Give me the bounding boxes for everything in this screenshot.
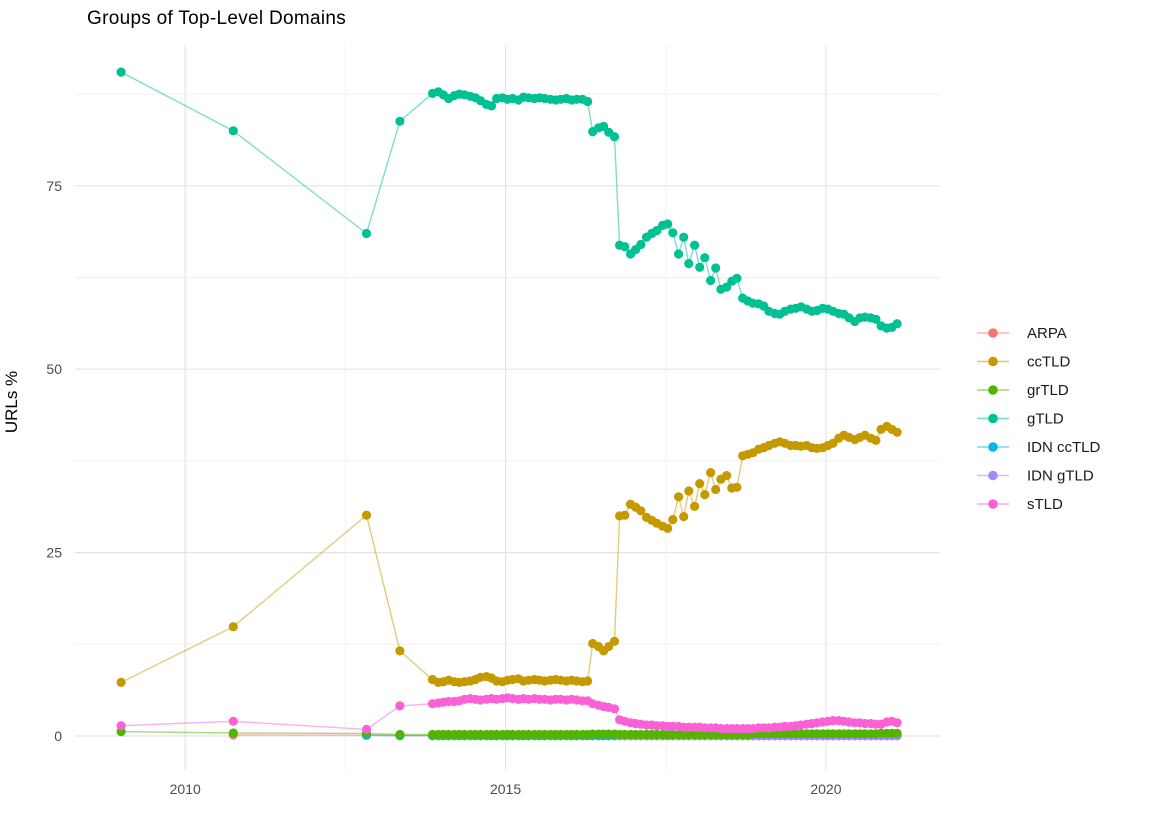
data-point [668,515,678,525]
x-tick-label: 2015 [490,781,521,797]
data-point [116,67,126,77]
gridlines [75,45,940,770]
series-ccTLD [116,421,902,688]
data-point [732,482,742,492]
data-point [690,501,700,511]
data-point [690,240,700,250]
data-point [395,646,405,656]
y-tick-label: 50 [46,361,62,377]
legend-key-dot [988,442,998,452]
data-point [706,275,716,286]
data-point [636,506,646,516]
data-point [679,232,689,242]
y-tick-label: 0 [54,728,62,744]
legend-item-IDN-ccTLD: IDN ccTLD [977,439,1101,456]
data-point [609,704,620,714]
data-point [228,126,238,136]
legend-label: ccTLD [1027,354,1071,371]
data-point [583,96,593,107]
legend-label: ARPA [1027,325,1067,342]
data-point [892,728,902,739]
data-point [609,132,620,142]
data-point [620,510,630,520]
legend-item-ccTLD: ccTLD [977,354,1071,371]
data-point [228,622,238,632]
legend-key-dot [988,328,998,338]
legend-label: sTLD [1027,496,1063,513]
data-point [711,263,721,273]
data-point [486,101,497,111]
data-point [871,435,881,445]
data-point [361,510,372,520]
legend-key-dot [988,356,998,367]
y-tick-label: 25 [46,545,62,561]
data-point [674,492,684,502]
data-point [695,262,705,272]
data-point [706,468,716,478]
data-point [722,471,732,481]
data-point [583,676,593,686]
data-point [700,490,710,500]
legend-label: IDN gTLD [1027,468,1094,485]
legend-key-dot [988,413,998,424]
y-tick-label: 75 [46,178,62,194]
series-gTLD [116,67,902,333]
data-point [695,479,705,489]
data-point [663,219,673,229]
data-point [361,724,372,735]
data-point [668,228,678,238]
data-point [228,728,238,738]
legend-item-sTLD: sTLD [977,496,1063,513]
data-point [892,718,902,728]
y-axis-title: URLs % [2,371,21,433]
legend-item-grTLD: grTLD [977,382,1069,399]
legend-label: IDN ccTLD [1027,439,1101,456]
data-point [116,677,126,688]
data-point [679,511,689,522]
legend: ARPA ccTLD grTLD gTLD IDN ccTLD IDN gTLD sTLD [977,325,1101,513]
data-point [711,484,721,495]
data-point [663,523,673,534]
data-point [892,427,902,437]
x-tick-label: 2020 [810,781,841,797]
data-point [674,249,684,259]
data-point [620,242,630,252]
legend-item-ARPA: ARPA [977,325,1067,342]
series-grTLD [116,727,902,740]
data-point [116,721,126,731]
legend-key-dot [988,385,998,395]
data-point [892,319,902,329]
data-point [395,116,405,126]
data-point [732,273,742,283]
data-point [395,701,405,711]
data-point [871,314,881,324]
x-tick-label: 2010 [170,781,201,797]
data-point [636,239,646,250]
legend-key-dot [988,499,998,509]
data-point [395,729,405,740]
data-point [609,636,620,646]
legend-label: gTLD [1027,411,1064,428]
axis-tick-labels: 0 25 50 75 2010 2015 2020 [46,178,841,797]
series-sTLD [116,693,902,735]
legend-key-dot [988,470,998,481]
data-point [361,228,372,239]
legend-label: grTLD [1027,382,1069,399]
data-point [228,716,238,726]
legend-item-IDN-gTLD: IDN gTLD [977,468,1094,485]
chart-title: Groups of Top-Level Domains [87,8,346,29]
data-point [700,253,710,263]
data-series [116,67,902,741]
series-line [120,71,898,329]
legend-item-gTLD: gTLD [977,411,1064,428]
data-point [722,282,732,292]
data-point [684,259,694,269]
data-point [684,486,694,496]
